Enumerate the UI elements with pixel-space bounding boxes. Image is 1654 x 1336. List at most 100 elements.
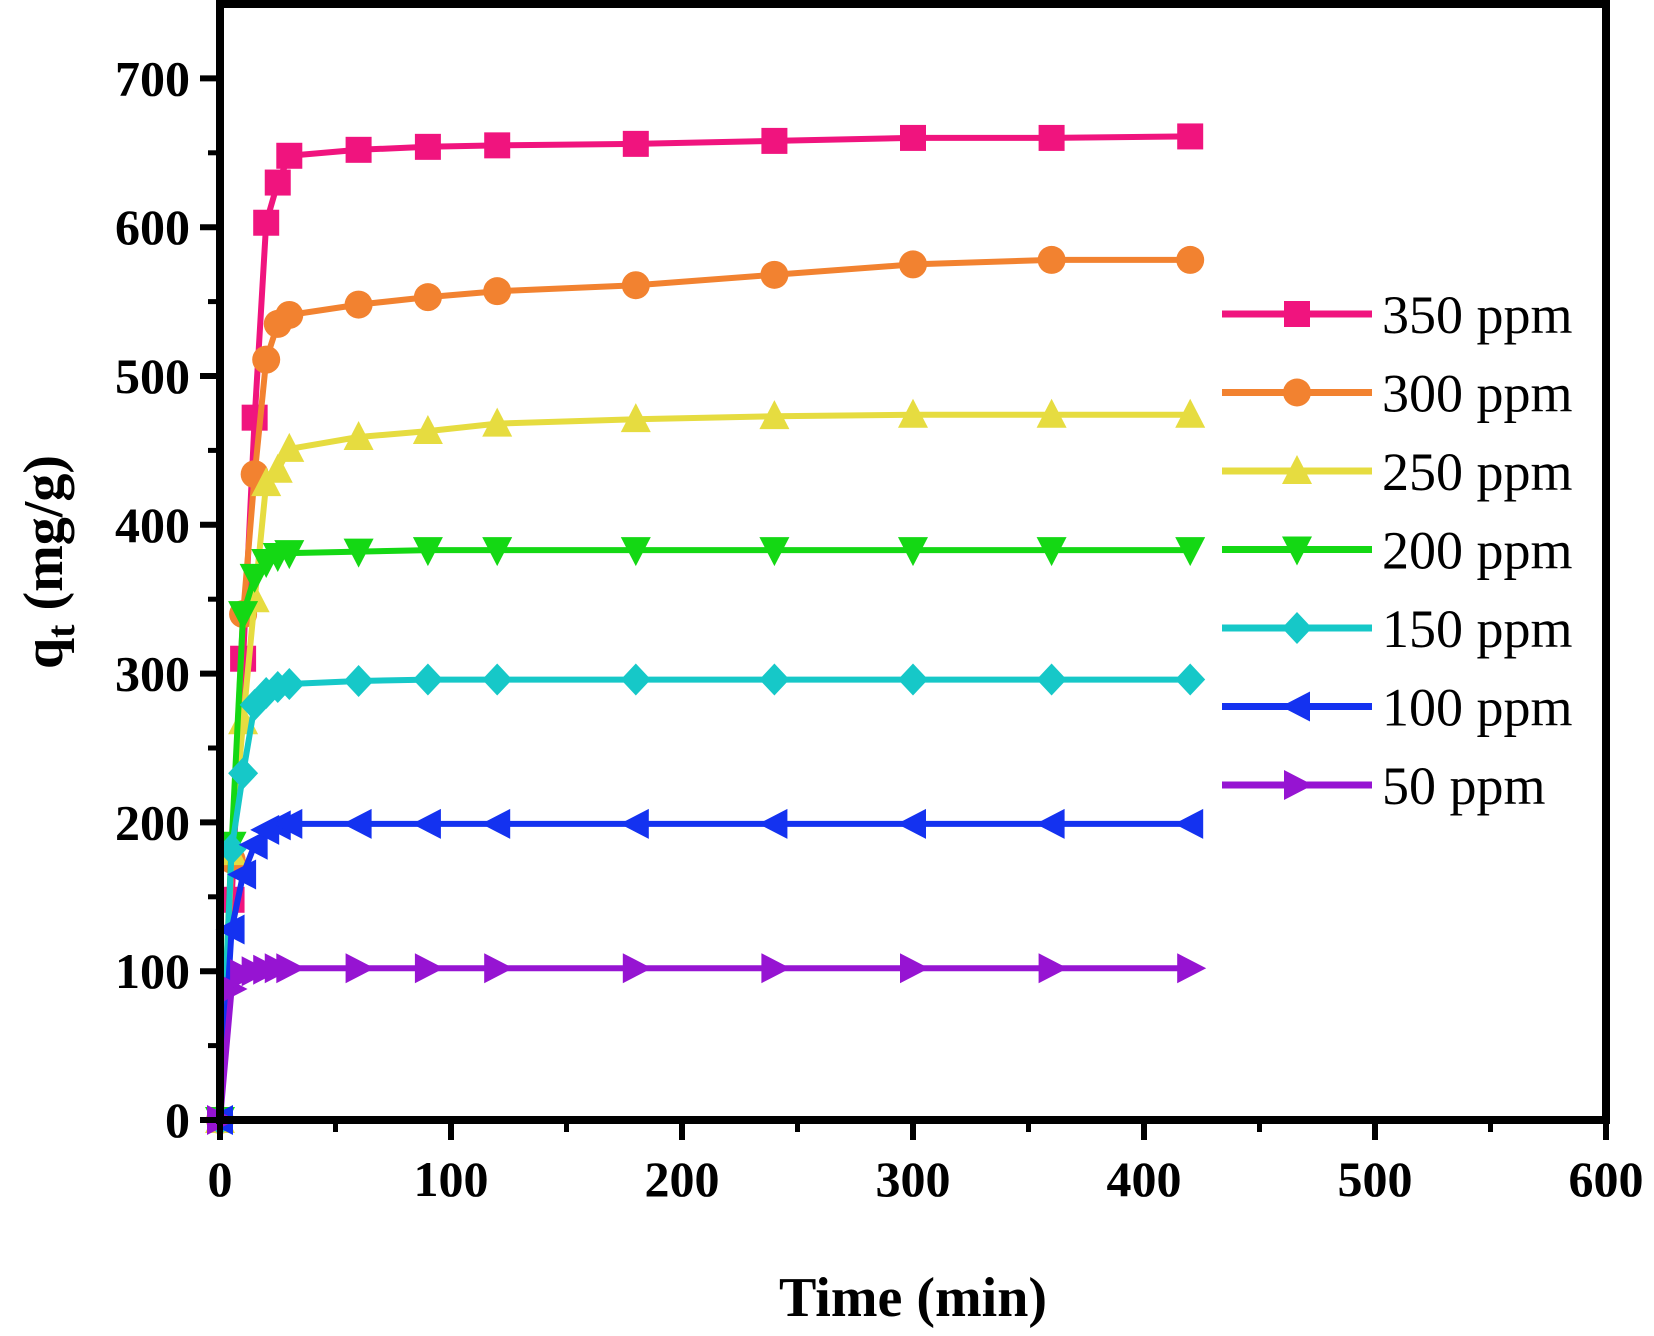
y-tick-label: 0 <box>165 1092 190 1148</box>
data-point-100-ppm <box>481 808 511 839</box>
series-350-ppm <box>207 123 1204 1133</box>
data-point-300-ppm <box>1037 245 1066 274</box>
data-point-150-ppm <box>343 665 374 698</box>
data-point-200-ppm <box>239 563 270 593</box>
data-point-200-ppm <box>898 537 928 567</box>
series-250-ppm <box>205 398 1206 1133</box>
x-tick-label: 600 <box>1569 1151 1644 1207</box>
data-point-50-ppm <box>218 974 248 1005</box>
data-point-250-ppm <box>620 403 651 433</box>
series-100-ppm <box>204 808 1204 1135</box>
data-point-100-ppm <box>1035 808 1065 839</box>
legend-item-50-ppm: 50 ppm <box>1222 756 1546 816</box>
legend-label: 250 ppm <box>1382 442 1573 502</box>
data-point-200-ppm <box>759 537 790 567</box>
data-point-100-ppm <box>619 808 649 839</box>
legend-item-150-ppm: 150 ppm <box>1222 599 1573 659</box>
data-point-100-ppm <box>215 914 245 945</box>
data-point-200-ppm <box>482 537 513 567</box>
data-point-50-ppm <box>761 953 791 984</box>
x-tick-label: 500 <box>1338 1151 1413 1207</box>
data-point-150-ppm <box>1175 663 1206 696</box>
legend-label: 300 ppm <box>1382 364 1573 424</box>
data-point-50-ppm <box>345 953 375 984</box>
data-point-300-ppm <box>275 300 304 329</box>
series-200-ppm <box>205 537 1206 1136</box>
data-point-150-ppm <box>228 757 259 790</box>
x-tick-label: 100 <box>414 1151 489 1207</box>
legend-marker <box>1281 691 1310 722</box>
y-axis-title-main: q <box>13 638 75 669</box>
legend-marker <box>1283 378 1311 407</box>
data-point-50-ppm <box>900 953 929 984</box>
x-tick-label: 200 <box>645 1151 720 1207</box>
x-axis-title: Time (min) <box>779 1267 1047 1329</box>
data-point-350-ppm <box>345 136 372 163</box>
data-point-250-ppm <box>343 421 374 451</box>
y-tick-label: 300 <box>115 646 190 702</box>
data-point-300-ppm <box>899 250 927 279</box>
data-point-100-ppm <box>1174 808 1204 839</box>
data-point-350-ppm <box>1038 124 1065 151</box>
series-line-250-ppm <box>217 411 1191 1121</box>
data-point-200-ppm <box>274 540 305 570</box>
legend-label: 350 ppm <box>1382 285 1573 345</box>
legend-marker <box>1282 455 1312 484</box>
y-axis-title-subscript: t <box>38 624 83 638</box>
legend-label: 50 ppm <box>1382 756 1546 816</box>
data-point-250-ppm <box>1036 398 1067 428</box>
data-point-200-ppm <box>1036 537 1067 567</box>
data-point-150-ppm <box>1036 663 1067 696</box>
series-50-ppm <box>207 953 1207 1135</box>
data-point-100-ppm <box>897 808 926 839</box>
data-point-350-ppm <box>900 124 926 151</box>
legend-item-200-ppm: 200 ppm <box>1222 521 1573 581</box>
data-point-150-ppm <box>759 663 790 696</box>
legend: 350 ppm 300 ppm 250 ppm 200 ppm 150 ppm 100 p… <box>1222 285 1573 816</box>
legend-item-250-ppm: 250 ppm <box>1222 442 1573 502</box>
data-point-200-ppm <box>1175 537 1206 567</box>
data-point-150-ppm <box>412 663 443 696</box>
y-axis-title: qt (mg/g) <box>13 455 83 669</box>
data-point-300-ppm <box>621 271 650 300</box>
legend-marker <box>1282 612 1312 644</box>
data-point-100-ppm <box>273 808 303 839</box>
x-tick-label: 400 <box>1107 1151 1182 1207</box>
data-point-50-ppm <box>622 953 652 984</box>
data-point-100-ppm <box>342 808 372 839</box>
data-point-200-ppm <box>620 537 651 567</box>
data-point-150-ppm <box>216 833 247 866</box>
data-point-350-ppm <box>484 132 511 159</box>
legend-item-100-ppm: 100 ppm <box>1222 678 1573 738</box>
series-line-50-ppm <box>217 965 1191 1121</box>
y-tick-label: 200 <box>115 794 190 850</box>
data-point-350-ppm <box>264 169 291 196</box>
data-point-300-ppm <box>344 290 373 319</box>
y-tick-label: 400 <box>115 497 190 553</box>
data-point-100-ppm <box>227 859 257 890</box>
data-point-350-ppm <box>276 142 303 169</box>
data-point-150-ppm <box>482 663 513 696</box>
y-tick-label: 500 <box>115 348 190 404</box>
legend-marker <box>1284 301 1310 327</box>
legend-marker <box>1282 536 1312 566</box>
data-point-250-ppm <box>262 453 293 483</box>
data-point-50-ppm <box>1038 953 1068 984</box>
y-tick-label: 700 <box>115 50 190 106</box>
data-point-250-ppm <box>898 398 928 428</box>
legend-label: 200 ppm <box>1382 521 1573 581</box>
legend-marker <box>1284 770 1313 800</box>
series-line-150-ppm <box>217 676 1191 1121</box>
data-point-50-ppm <box>414 953 444 984</box>
y-tick-label: 100 <box>115 943 190 999</box>
data-point-200-ppm <box>228 601 259 631</box>
data-point-150-ppm <box>274 668 305 701</box>
data-point-350-ppm <box>1177 123 1204 150</box>
data-point-300-ppm <box>483 277 512 306</box>
legend-label: 150 ppm <box>1382 599 1573 659</box>
series-line-300-ppm <box>217 256 1191 1121</box>
data-point-350-ppm <box>622 130 649 157</box>
series-layer <box>204 123 1207 1136</box>
data-point-250-ppm <box>759 400 790 430</box>
data-point-150-ppm <box>620 663 651 696</box>
